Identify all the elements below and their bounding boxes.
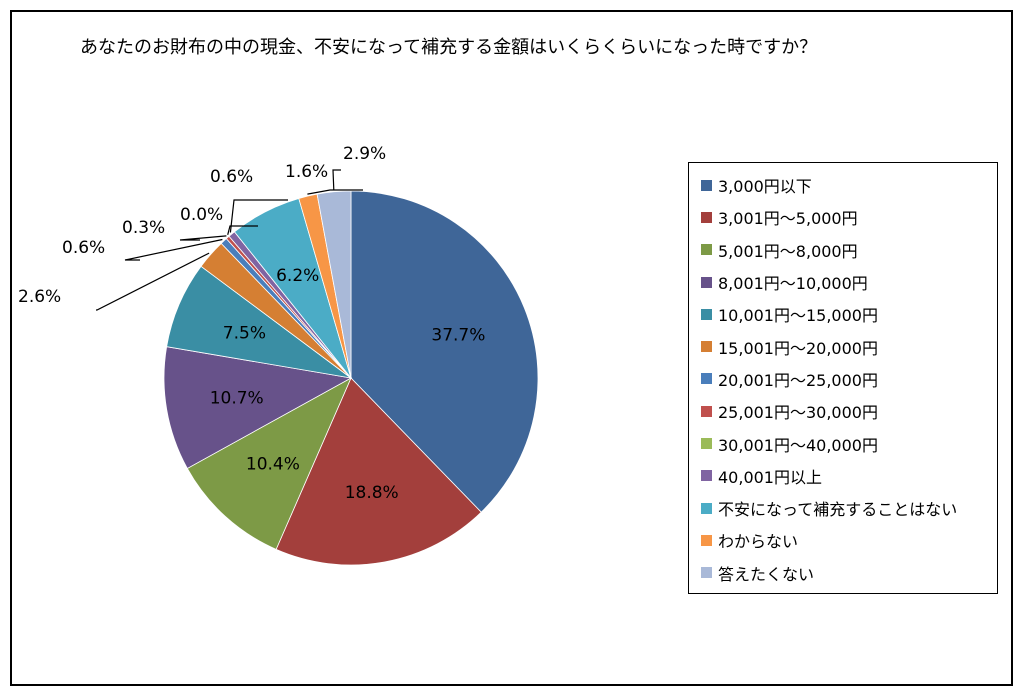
legend-swatch bbox=[701, 341, 712, 353]
legend-label: 不安になって補充することはない bbox=[718, 500, 958, 520]
legend-label: 40,001円以上 bbox=[718, 467, 822, 487]
legend-swatch bbox=[701, 405, 712, 417]
chart-legend: 3,000円以下 3,001円〜5,000円 5,001円〜8,000円 8,001円… bbox=[688, 162, 998, 594]
leader-line bbox=[124, 238, 223, 261]
pie-slice bbox=[275, 377, 482, 566]
leader-line bbox=[229, 199, 288, 233]
legend-label: 15,001円〜20,000円 bbox=[718, 338, 878, 358]
legend-item: 不安になって補充することはない bbox=[701, 492, 997, 524]
legend-swatch bbox=[701, 534, 712, 546]
legend-item: 40,001円以上 bbox=[701, 460, 997, 492]
slice-data-label: 1.6% bbox=[285, 162, 328, 182]
slice-data-label: 2.6% bbox=[18, 287, 61, 307]
legend-item: 5,001円〜8,000円 bbox=[701, 234, 997, 266]
legend-swatch bbox=[701, 502, 712, 514]
slice-data-label: 7.5% bbox=[223, 323, 266, 343]
legend-swatch bbox=[701, 470, 712, 482]
slice-data-label: 10.7% bbox=[210, 388, 264, 408]
legend-item: 8,001円〜10,000円 bbox=[701, 266, 997, 298]
leader-line bbox=[227, 225, 258, 235]
leader-line bbox=[96, 252, 210, 311]
legend-label: 20,001円〜25,000円 bbox=[718, 370, 878, 390]
legend-label: 3,001円〜5,000円 bbox=[718, 209, 858, 229]
legend-swatch bbox=[701, 179, 712, 191]
legend-swatch bbox=[701, 373, 712, 385]
legend-item: 30,001円〜40,000円 bbox=[701, 427, 997, 459]
legend-item: 15,001円〜20,000円 bbox=[701, 330, 997, 362]
leader-line bbox=[332, 169, 341, 190]
pie-slice bbox=[163, 346, 353, 469]
pie-slice bbox=[350, 190, 539, 513]
slice-data-label: 0.3% bbox=[122, 218, 165, 238]
legend-swatch bbox=[701, 438, 712, 450]
legend-label: 10,001円〜15,000円 bbox=[718, 306, 878, 326]
pie-slice bbox=[186, 377, 352, 550]
legend-item: 10,001円〜15,000円 bbox=[701, 298, 997, 330]
legend-swatch bbox=[701, 244, 712, 256]
slice-data-label: 37.7% bbox=[431, 325, 485, 345]
legend-label: 30,001円〜40,000円 bbox=[718, 435, 878, 455]
legend-label: 5,001円〜8,000円 bbox=[718, 241, 858, 261]
legend-label: 3,000円以下 bbox=[718, 177, 812, 197]
legend-swatch bbox=[701, 276, 712, 288]
leader-line bbox=[307, 189, 363, 195]
legend-item: 答えたくない bbox=[701, 557, 997, 589]
legend-item: わからない bbox=[701, 524, 997, 556]
legend-label: わからない bbox=[718, 532, 799, 552]
legend-swatch bbox=[701, 567, 712, 579]
slice-data-label: 10.4% bbox=[246, 455, 300, 475]
legend-item: 20,001円〜25,000円 bbox=[701, 363, 997, 395]
legend-swatch bbox=[701, 211, 712, 223]
slice-data-label: 0.6% bbox=[210, 167, 253, 187]
legend-item: 3,001円〜5,000円 bbox=[701, 201, 997, 233]
chart-title: あなたのお財布の中の現金、不安になって補充する金額はいくらくらいになった時ですか… bbox=[80, 37, 818, 58]
slice-data-label: 6.2% bbox=[276, 266, 319, 286]
legend-label: 8,001円〜10,000円 bbox=[718, 274, 868, 294]
slice-data-label: 18.8% bbox=[345, 483, 399, 503]
slice-data-label: 2.9% bbox=[343, 144, 386, 164]
legend-label: 25,001円〜30,000円 bbox=[718, 403, 878, 423]
legend-swatch bbox=[701, 308, 712, 320]
leader-line bbox=[179, 235, 227, 241]
legend-item: 25,001円〜30,000円 bbox=[701, 395, 997, 427]
legend-label: 答えたくない bbox=[718, 564, 815, 584]
pie-slice bbox=[316, 190, 352, 379]
legend-item: 3,000円以下 bbox=[701, 169, 997, 201]
slice-data-label: 0.0% bbox=[180, 205, 223, 225]
slice-data-label: 0.6% bbox=[62, 238, 105, 258]
